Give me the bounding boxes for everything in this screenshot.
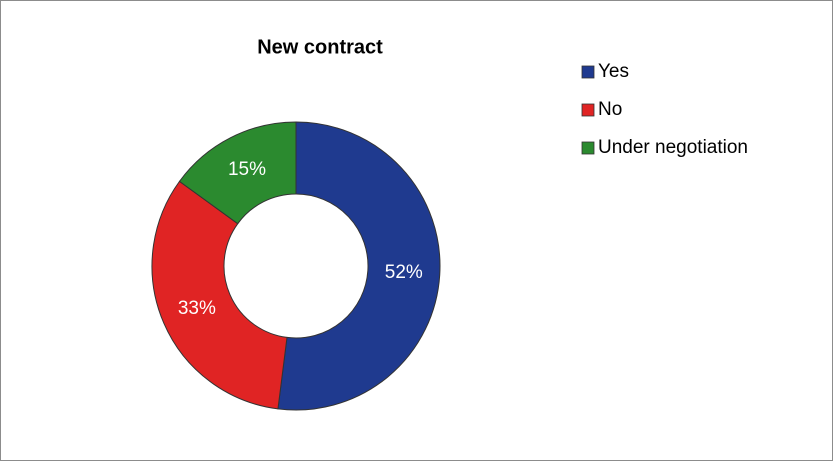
legend-label: No bbox=[598, 99, 622, 120]
legend-swatch bbox=[581, 103, 595, 117]
legend-label: Yes bbox=[598, 61, 629, 82]
data-label: 52% bbox=[385, 262, 423, 283]
legend-swatch bbox=[581, 65, 595, 79]
donut-slice bbox=[178, 121, 297, 225]
donut-slice bbox=[277, 121, 441, 411]
legend-label: Under negotiation bbox=[598, 137, 748, 158]
donut-slice bbox=[151, 180, 288, 410]
legend-swatch bbox=[581, 141, 595, 155]
data-label: 33% bbox=[178, 298, 216, 319]
chart-title: New contract bbox=[257, 36, 383, 58]
data-label: 15% bbox=[228, 159, 266, 180]
